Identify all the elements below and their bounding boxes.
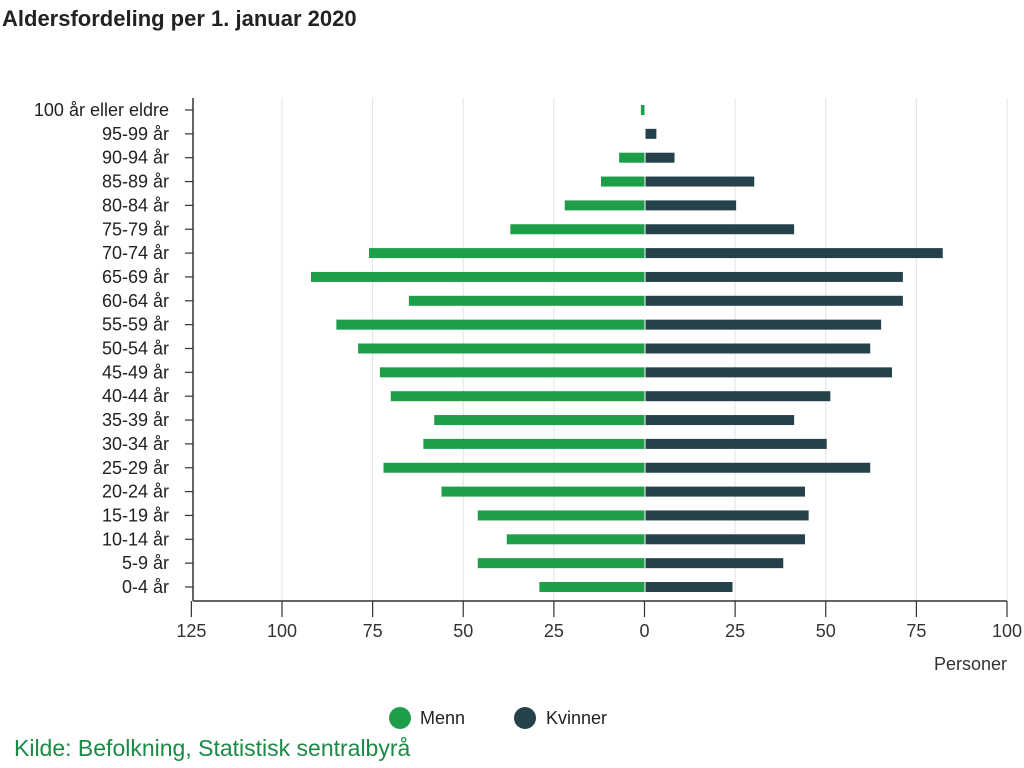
bar-kvinner	[645, 295, 903, 306]
category-label: 65-69 år	[102, 267, 169, 287]
category-label: 60-64 år	[102, 291, 169, 311]
bar-kvinner	[645, 200, 737, 211]
axes	[185, 98, 1008, 617]
x-tick-label: 50	[816, 621, 836, 641]
bar-menn	[369, 248, 645, 259]
x-tick-label: 100	[267, 621, 297, 641]
bar-menn	[539, 582, 645, 592]
category-label: 20-24 år	[102, 482, 169, 502]
source-note: Kilde: Befolkning, Statistisk sentralbyr…	[14, 735, 411, 761]
bar-menn	[336, 319, 645, 330]
chart-title: Aldersfordeling per 1. januar 2020	[2, 6, 357, 31]
category-label: 90-94 år	[102, 148, 169, 168]
category-label: 40-44 år	[102, 386, 169, 406]
bar-kvinner	[645, 152, 675, 163]
x-tick-label: 100	[992, 621, 1022, 641]
category-label: 15-19 år	[102, 505, 169, 525]
bar-kvinner	[645, 415, 795, 426]
bar-kvinner	[645, 462, 871, 473]
category-label: 30-34 år	[102, 434, 169, 454]
x-tick-label: 25	[725, 621, 745, 641]
x-axis-label: Personer	[934, 654, 1007, 674]
category-label: 70-74 år	[102, 243, 169, 263]
bar-kvinner	[645, 176, 755, 187]
bar-kvinner	[645, 391, 831, 402]
bar-menn	[640, 105, 645, 115]
bar-kvinner	[645, 582, 733, 592]
tick-labels: 125 100 75 50 25 0 25 50 75 100	[176, 621, 1022, 641]
bar-menn	[601, 176, 645, 187]
bar-menn	[510, 224, 645, 235]
bar-kvinner	[645, 510, 809, 521]
category-label: 80-84 år	[102, 195, 169, 215]
legend-marker-kvinner	[514, 707, 536, 729]
bar-menn	[379, 367, 645, 378]
bar-menn	[564, 200, 645, 211]
bar-kvinner	[645, 224, 795, 235]
bar-menn	[441, 486, 645, 497]
category-label: 85-89 år	[102, 172, 169, 192]
bar-menn	[358, 343, 645, 354]
bar-kvinner	[645, 128, 657, 139]
category-label: 50-54 år	[102, 339, 169, 359]
bar-kvinner	[645, 271, 903, 282]
category-label: 10-14 år	[102, 529, 169, 549]
bar-kvinner	[645, 486, 805, 497]
x-tick-label: 75	[906, 621, 926, 641]
category-label: 5-9 år	[122, 553, 169, 573]
x-tick-label: 125	[176, 621, 206, 641]
x-tick-label: 50	[453, 621, 473, 641]
bar-menn	[423, 438, 645, 449]
x-tick-label: 25	[544, 621, 564, 641]
x-tick-label: 0	[639, 621, 649, 641]
category-label: 55-59 år	[102, 315, 169, 335]
bar-menn	[477, 558, 645, 569]
bar-menn	[390, 391, 645, 402]
legend-label-menn: Menn	[420, 708, 465, 728]
bar-kvinner	[645, 343, 871, 354]
bar-kvinner	[645, 558, 784, 569]
bar-menn	[383, 462, 645, 473]
bar-kvinner	[645, 248, 943, 259]
bar-kvinner	[645, 367, 892, 378]
category-label: 95-99 år	[102, 124, 169, 144]
bar-menn	[408, 295, 645, 306]
category-label: 75-79 år	[102, 219, 169, 239]
bar-menn	[506, 534, 645, 545]
bar-kvinner	[645, 438, 827, 449]
bar-menn	[311, 271, 645, 282]
category-label: 100 år eller eldre	[34, 100, 169, 120]
category-label: 0-4 år	[122, 577, 169, 597]
bar-menn	[434, 415, 645, 426]
bar-menn	[619, 152, 645, 163]
category-label: 45-49 år	[102, 362, 169, 382]
category-label: 35-39 år	[102, 410, 169, 430]
bar-menn	[477, 510, 645, 521]
category-label: 25-29 år	[102, 458, 169, 478]
category-labels: 100 år eller eldre 95-99 år 90-94 år 85-89 …	[34, 100, 169, 597]
legend: Menn Kvinner	[389, 707, 607, 729]
legend-label-kvinner: Kvinner	[546, 708, 607, 728]
bar-kvinner	[645, 319, 882, 330]
legend-marker-menn	[389, 707, 411, 729]
bar-kvinner	[645, 534, 805, 545]
bars	[311, 105, 943, 592]
x-tick-label: 75	[363, 621, 383, 641]
